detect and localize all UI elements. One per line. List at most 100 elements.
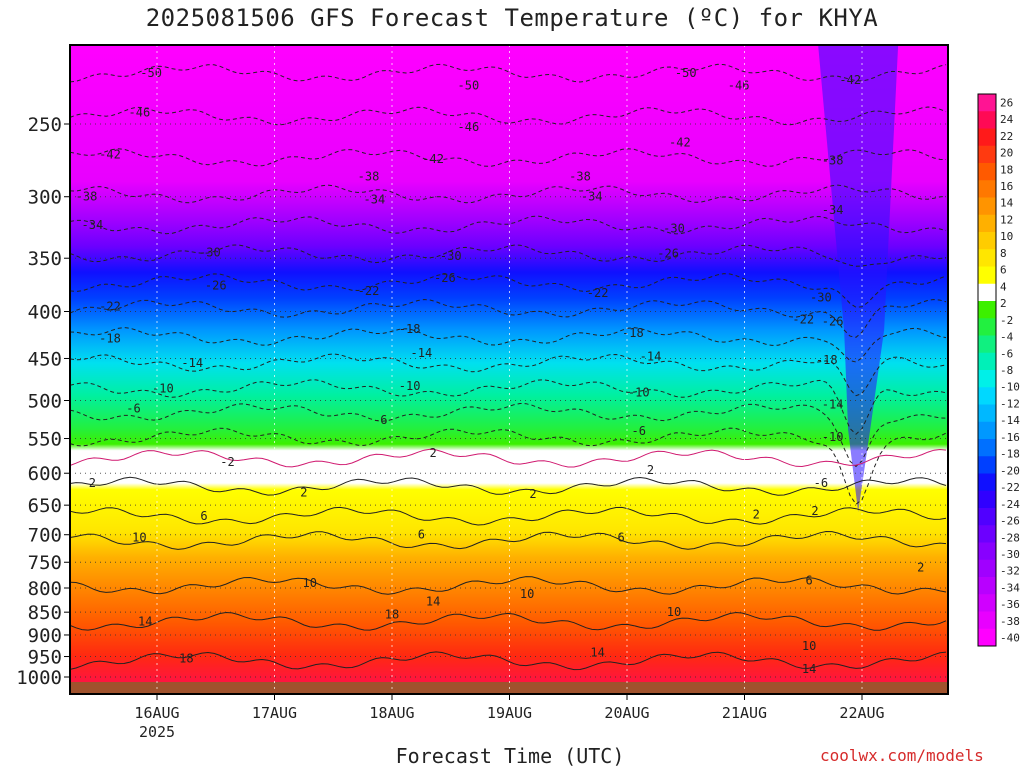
contour-label: -42 <box>839 73 861 87</box>
y-tick-label: 350 <box>28 248 62 270</box>
contour-label: -46 <box>129 106 151 120</box>
colorbar-swatch <box>978 387 996 405</box>
contour-label: -18 <box>816 353 838 367</box>
contour-label: -30 <box>663 222 685 236</box>
contour-label: 14 <box>426 595 440 609</box>
contour-label: -6 <box>373 413 387 427</box>
contour-label: -42 <box>669 136 691 150</box>
contour-label: -22 <box>792 312 814 326</box>
credit-link[interactable]: coolwx.com/models <box>820 746 984 765</box>
colorbar-swatch <box>978 128 996 147</box>
contour-label: 2 <box>647 463 654 477</box>
colorbar-label: -32 <box>1000 565 1020 578</box>
contour-line <box>69 427 947 505</box>
contour-label: 10 <box>520 587 534 601</box>
colorbar-swatch <box>978 490 996 509</box>
x-tick-sublabel: 2025 <box>139 723 175 741</box>
contour-label: 2 <box>300 486 307 500</box>
colorbar-label: -6 <box>1000 347 1013 360</box>
colorbar-swatch <box>978 232 996 250</box>
colorbar-label: -2 <box>1000 314 1013 327</box>
contour-line <box>69 506 947 526</box>
y-tick-label: 500 <box>28 391 62 413</box>
x-tick-label: 19AUG <box>487 704 532 722</box>
y-tick-label: 250 <box>28 114 62 136</box>
contour-label: -6 <box>126 401 140 415</box>
contour-label: -50 <box>458 79 480 93</box>
contour-label: 6 <box>618 531 625 545</box>
contour-label: -2 <box>220 455 234 469</box>
contour-label: 10 <box>667 605 681 619</box>
contour-label: 2 <box>89 476 96 490</box>
contour-line <box>69 576 947 595</box>
colorbar-label: -22 <box>1000 481 1020 494</box>
contour-label: 2 <box>753 507 760 521</box>
contour-label: 14 <box>802 662 816 676</box>
contour-label: -18 <box>622 326 644 340</box>
x-tick-label: 22AUG <box>839 704 884 722</box>
colorbar-swatch <box>978 439 996 457</box>
contour-label: -30 <box>810 290 832 304</box>
colorbar: 26 24 22 20 18 16 14 12 10 8 6 4 2 -2 -4 -6 -8 -10 -12 -14 -… <box>977 93 1020 647</box>
y-tick-label: 750 <box>28 552 62 574</box>
colorbar-label: 14 <box>1000 197 1014 210</box>
colorbar-label: -16 <box>1000 431 1020 444</box>
contour-label: -26 <box>657 247 679 261</box>
y-tick-label: 300 <box>28 187 62 209</box>
colorbar-label: -20 <box>1000 464 1020 477</box>
contour-line <box>69 476 947 496</box>
y-tick-label: 1000 <box>16 667 62 689</box>
colorbar-swatch <box>978 197 996 216</box>
colorbar-label: 2 <box>1000 297 1007 310</box>
y-tick-label: 950 <box>28 647 62 669</box>
colorbar-swatch <box>978 577 996 595</box>
contour-line <box>69 611 947 631</box>
y-tick-label: 900 <box>28 625 62 647</box>
colorbar-label: -34 <box>1000 582 1020 595</box>
contour-label: -14 <box>181 356 203 370</box>
colorbar-label: -12 <box>1000 398 1020 411</box>
contour-label: 6 <box>200 509 207 523</box>
contour-line <box>69 63 947 83</box>
contour-label: -22 <box>587 286 609 300</box>
contour-line <box>69 244 947 267</box>
colorbar-swatch <box>978 266 996 285</box>
contour-label: -14 <box>822 397 844 411</box>
contour-label: 10 <box>802 639 816 653</box>
colorbar-label: 16 <box>1000 180 1013 193</box>
colorbar-frame <box>977 93 997 647</box>
contour-line <box>69 273 947 308</box>
contour-label: 18 <box>179 652 193 666</box>
contour-line <box>69 448 947 468</box>
contour-label: -18 <box>399 322 421 336</box>
contour-label: 6 <box>418 528 425 542</box>
contour-label: -14 <box>411 346 433 360</box>
contour-label: 2 <box>917 561 924 575</box>
colorbar-label: -28 <box>1000 531 1020 544</box>
contour-label: -26 <box>822 314 844 328</box>
contour-label: -38 <box>569 169 591 183</box>
colorbar-swatch <box>978 214 996 233</box>
contour-label: -34 <box>82 218 104 232</box>
contour-label: -26 <box>434 271 456 285</box>
contour-label: -50 <box>675 66 697 80</box>
colorbar-swatch <box>978 594 996 612</box>
contour-label: 18 <box>385 608 399 622</box>
y-tick-label: 400 <box>28 301 62 323</box>
colorbar-label: -26 <box>1000 515 1020 528</box>
contour-label: -6 <box>814 476 828 490</box>
contour-label: -34 <box>822 203 844 217</box>
contour-line <box>69 215 947 235</box>
y-tick-label: 650 <box>28 495 62 517</box>
contour-label: -14 <box>640 350 662 364</box>
x-tick-label: 17AUG <box>252 704 297 722</box>
contour-line <box>69 530 947 550</box>
colorbar-label: 6 <box>1000 264 1007 277</box>
contour-line <box>69 298 947 338</box>
contour-label: -30 <box>440 249 462 263</box>
chart-title: 2025081506 GFS Forecast Temperature (ºC)… <box>145 4 879 32</box>
colorbar-label: 24 <box>1000 113 1014 126</box>
colorbar-label: 18 <box>1000 163 1013 176</box>
contour-label: -46 <box>458 120 480 134</box>
